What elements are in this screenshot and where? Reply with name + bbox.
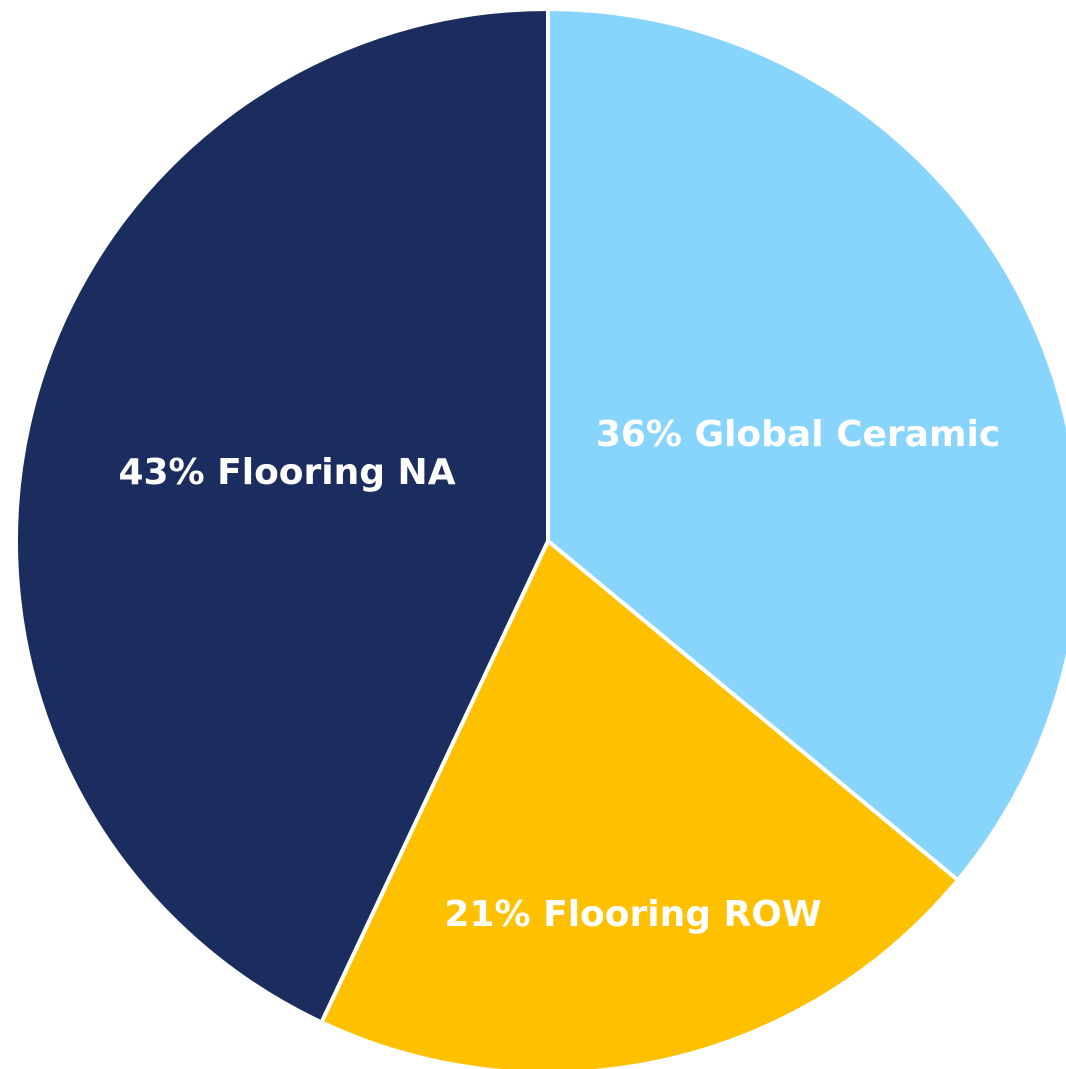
pie-labels: 36% Global Ceramic 21% Flooring ROW 43% … [118, 414, 1000, 935]
pie-slice-flooring-na [14, 7, 550, 1025]
pie-slices [14, 7, 1066, 1069]
pie-slice-global-ceramic [546, 7, 1066, 883]
pie-slice-flooring-row [319, 539, 960, 1069]
slice-label-flooring-row: 21% Flooring ROW [444, 894, 821, 935]
slice-label-global-ceramic: 36% Global Ceramic [596, 414, 1000, 455]
slice-label-flooring-na: 43% Flooring NA [118, 452, 455, 493]
